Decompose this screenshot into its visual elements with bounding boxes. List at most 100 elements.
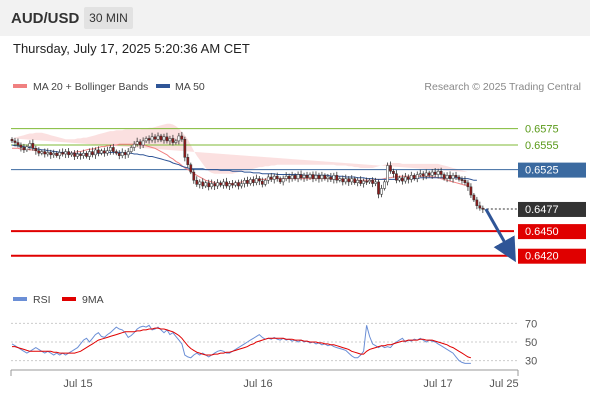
candle-body <box>103 150 106 154</box>
candle-body <box>341 178 345 183</box>
legend-rsi-swatch <box>13 297 27 301</box>
candle-body <box>108 147 112 151</box>
candle-body <box>463 180 467 183</box>
candle-body <box>299 174 303 179</box>
candle-body <box>257 178 261 182</box>
candle-body <box>67 151 70 156</box>
candle-body <box>356 180 360 183</box>
candle-body <box>207 182 211 188</box>
candle-body <box>427 172 431 176</box>
candle-body <box>263 180 267 185</box>
candle-body <box>162 136 166 141</box>
candle-body <box>296 174 300 179</box>
candle-body <box>156 135 160 140</box>
candle-body <box>347 178 351 183</box>
candle-body <box>290 175 294 179</box>
candle-body <box>472 194 476 201</box>
candle-body <box>82 152 85 156</box>
rsi-line <box>11 324 471 364</box>
candle-body <box>380 188 383 195</box>
x-tick-label: Jul 17 <box>423 378 452 390</box>
candle-body <box>433 171 437 175</box>
candle-body <box>243 180 246 184</box>
candle-body <box>19 144 23 148</box>
candle-body <box>117 152 121 156</box>
candle-body <box>353 178 357 183</box>
candle-body <box>478 205 482 209</box>
candle-body <box>404 176 407 182</box>
level-tag-0.6450 <box>518 224 586 240</box>
candle-body <box>412 175 416 179</box>
candle-body <box>308 174 312 179</box>
candle-body <box>192 171 196 181</box>
candle-body <box>64 151 67 155</box>
forecast-arrow <box>484 208 516 263</box>
credit-label: Research © 2025 Trading Central <box>424 81 581 93</box>
candle-body <box>371 180 374 184</box>
candle-body <box>415 174 419 179</box>
candle-body <box>37 150 41 154</box>
candle-body <box>106 150 109 154</box>
candle-body <box>40 151 44 154</box>
candle-body <box>424 172 428 177</box>
candle-body <box>16 142 20 146</box>
legend-ma50-swatch <box>156 84 170 88</box>
candle-body <box>100 150 103 154</box>
candle-body <box>189 164 193 173</box>
candle-body <box>132 143 136 148</box>
candle-body <box>305 175 309 179</box>
candle-body <box>338 178 342 181</box>
candle-body <box>126 151 130 156</box>
candle-body <box>287 175 291 179</box>
legend-ma50-label: MA 50 <box>175 81 205 93</box>
candle-body <box>436 170 440 175</box>
legend-rsi-label: RSI <box>33 294 51 306</box>
candle-body <box>138 141 142 146</box>
candle-body <box>195 180 199 185</box>
candle-body <box>159 135 163 141</box>
candle-body <box>335 175 339 181</box>
candle-body <box>266 176 270 181</box>
candle-body <box>332 175 336 180</box>
candle-body <box>278 178 282 183</box>
candle-body <box>457 176 461 180</box>
level-tag-0.6420 <box>518 248 586 264</box>
candle-body <box>31 143 35 149</box>
candle-body <box>174 140 178 143</box>
candle-body <box>421 173 425 177</box>
candle-body <box>252 179 255 183</box>
candle-body <box>135 141 139 145</box>
candle-body <box>374 181 377 184</box>
candle-body <box>177 135 181 142</box>
candle-body <box>392 170 395 174</box>
candle-body <box>79 153 82 156</box>
candle-body <box>52 152 56 156</box>
candle-body <box>234 182 237 186</box>
level-tag-0.6477 <box>518 201 586 217</box>
candle-body <box>94 149 97 156</box>
candle-body <box>448 175 452 179</box>
candle-body <box>183 139 187 158</box>
candle-body <box>469 186 473 196</box>
candle-body <box>240 183 243 187</box>
candle-body <box>275 175 279 179</box>
level-label-0.6555: 0.6555 <box>525 140 559 152</box>
candle-body <box>97 149 100 154</box>
candle-body <box>201 181 205 187</box>
candle-body <box>406 176 410 180</box>
candle-body <box>445 175 449 179</box>
rsi-tick-label: 70 <box>525 318 537 330</box>
candle-body <box>28 143 32 147</box>
candle-body <box>114 151 118 154</box>
level-label-0.6420: 0.6420 <box>525 251 559 263</box>
candle-body <box>85 152 88 157</box>
candle-body <box>70 152 73 156</box>
candle-body <box>246 180 249 184</box>
candle-body <box>395 173 398 181</box>
candle-body <box>293 175 297 179</box>
level-label-0.6450: 0.6450 <box>525 226 559 238</box>
candle-body <box>231 183 234 186</box>
timeframe-button[interactable]: 30 MIN <box>84 7 133 29</box>
